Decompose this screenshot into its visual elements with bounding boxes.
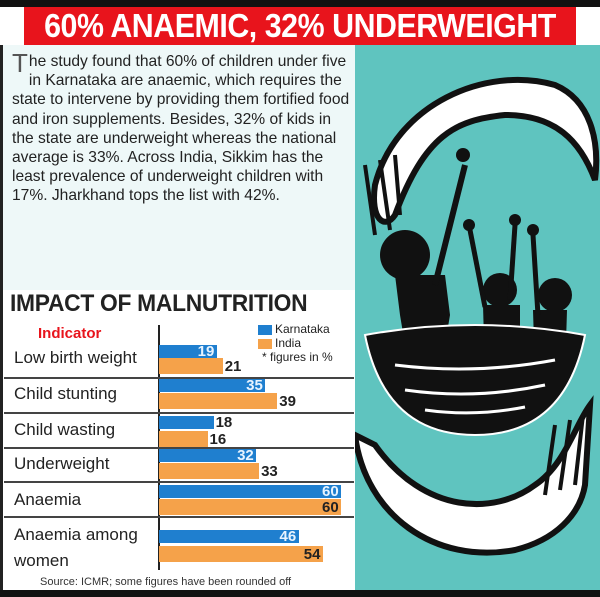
chart-title: IMPACT OF MALNUTRITION [10, 290, 308, 317]
body-paragraph: he study found that 60% of children unde… [12, 53, 350, 205]
data-label-india: 21 [224, 358, 242, 375]
data-label-karnataka: 19 [197, 343, 215, 360]
category-header: Indicator [38, 325, 102, 342]
bar-india [159, 463, 260, 479]
legend-swatch-karnataka [258, 324, 272, 335]
left-rule [0, 45, 3, 590]
data-label-karnataka: 35 [246, 377, 263, 394]
legend-label-india: India [275, 336, 302, 350]
drop-cap: T [12, 48, 28, 78]
category-label: Anaemia [14, 490, 82, 509]
text-panel [3, 45, 355, 290]
source-note: Source: ICMR; some figures have been rou… [40, 576, 292, 588]
category-label: Child wasting [14, 420, 116, 439]
data-label-india: 16 [209, 431, 227, 448]
category-label: Anaemia among women [14, 525, 138, 570]
category-label: Low birth weight [14, 348, 137, 367]
data-label-karnataka: 46 [279, 528, 297, 545]
legend: Karnataka India * figures in % [258, 322, 333, 364]
illustration [351, 45, 600, 590]
bar-india [159, 393, 278, 409]
legend-label-karnataka: Karnataka [275, 322, 330, 336]
data-label-india: 60 [322, 499, 339, 516]
headline: 60% ANAEMIC, 32% UNDERWEIGHT [24, 7, 576, 45]
bar-india [159, 358, 223, 374]
bar-karnataka [159, 449, 257, 462]
category-label: Underweight [14, 454, 110, 473]
bar-karnataka [159, 530, 299, 543]
bar-india [159, 546, 323, 562]
data-label-india: 39 [279, 393, 296, 410]
bar-india [159, 431, 208, 447]
row-separator [4, 516, 354, 518]
bar-karnataka [159, 416, 214, 429]
row-separator [4, 481, 354, 483]
category-label: Child stunting [14, 384, 118, 403]
data-label-karnataka: 18 [215, 414, 233, 431]
data-label-karnataka: 32 [237, 447, 254, 464]
legend-karnataka: Karnataka [258, 322, 333, 336]
legend-india: India [258, 336, 333, 350]
data-label-karnataka: 60 [322, 483, 339, 500]
row-separator [4, 447, 354, 449]
row-separator [4, 377, 354, 379]
bottom-rule [0, 590, 600, 597]
bar-karnataka [159, 345, 217, 358]
hands-bowl-children-illustration [351, 76, 600, 556]
bar-india [159, 499, 341, 515]
top-rule [0, 0, 600, 7]
data-label-india: 54 [303, 546, 321, 563]
data-label-india: 33 [261, 463, 278, 480]
legend-note: * figures in % [262, 350, 333, 364]
row-separator [4, 412, 354, 414]
legend-swatch-india [258, 338, 272, 349]
bar-karnataka [159, 379, 266, 392]
bar-karnataka [159, 485, 341, 498]
